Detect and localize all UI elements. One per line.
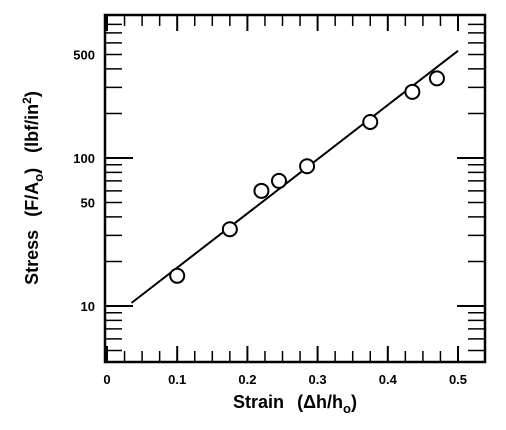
y-tick-label: 500: [73, 48, 95, 63]
plot-frame: [103, 13, 487, 364]
data-points: [169, 70, 445, 284]
y-tick-label: 50: [81, 196, 95, 211]
y-tick-label: 100: [73, 151, 95, 166]
y-tick-label: 10: [81, 299, 95, 314]
x-tick-label: 0.2: [238, 372, 256, 387]
data-point: [169, 267, 186, 284]
fit-line: [130, 50, 459, 304]
data-point: [428, 70, 445, 87]
x-tick-label: 0.5: [449, 372, 467, 387]
y-axis-label: Stress (F/Ao) (lbf/in2): [20, 91, 46, 285]
data-point: [270, 172, 287, 189]
tick-labels: 0 0.1 0.2 0.3 0.4 0.5 10 50 100 500: [73, 48, 467, 387]
data-point: [253, 182, 270, 199]
x-axis-label: Strain (Δh/ho): [233, 392, 357, 416]
data-point: [299, 158, 316, 175]
x-tick-label: 0.1: [168, 372, 186, 387]
x-tick-label: 0: [103, 372, 110, 387]
ticks: [105, 15, 485, 362]
data-point: [404, 83, 421, 100]
data-point: [362, 114, 379, 131]
data-point: [221, 221, 238, 238]
fit-line-group: [130, 50, 459, 304]
x-tick-label: 0.3: [309, 372, 327, 387]
x-tick-label: 0.4: [379, 372, 398, 387]
